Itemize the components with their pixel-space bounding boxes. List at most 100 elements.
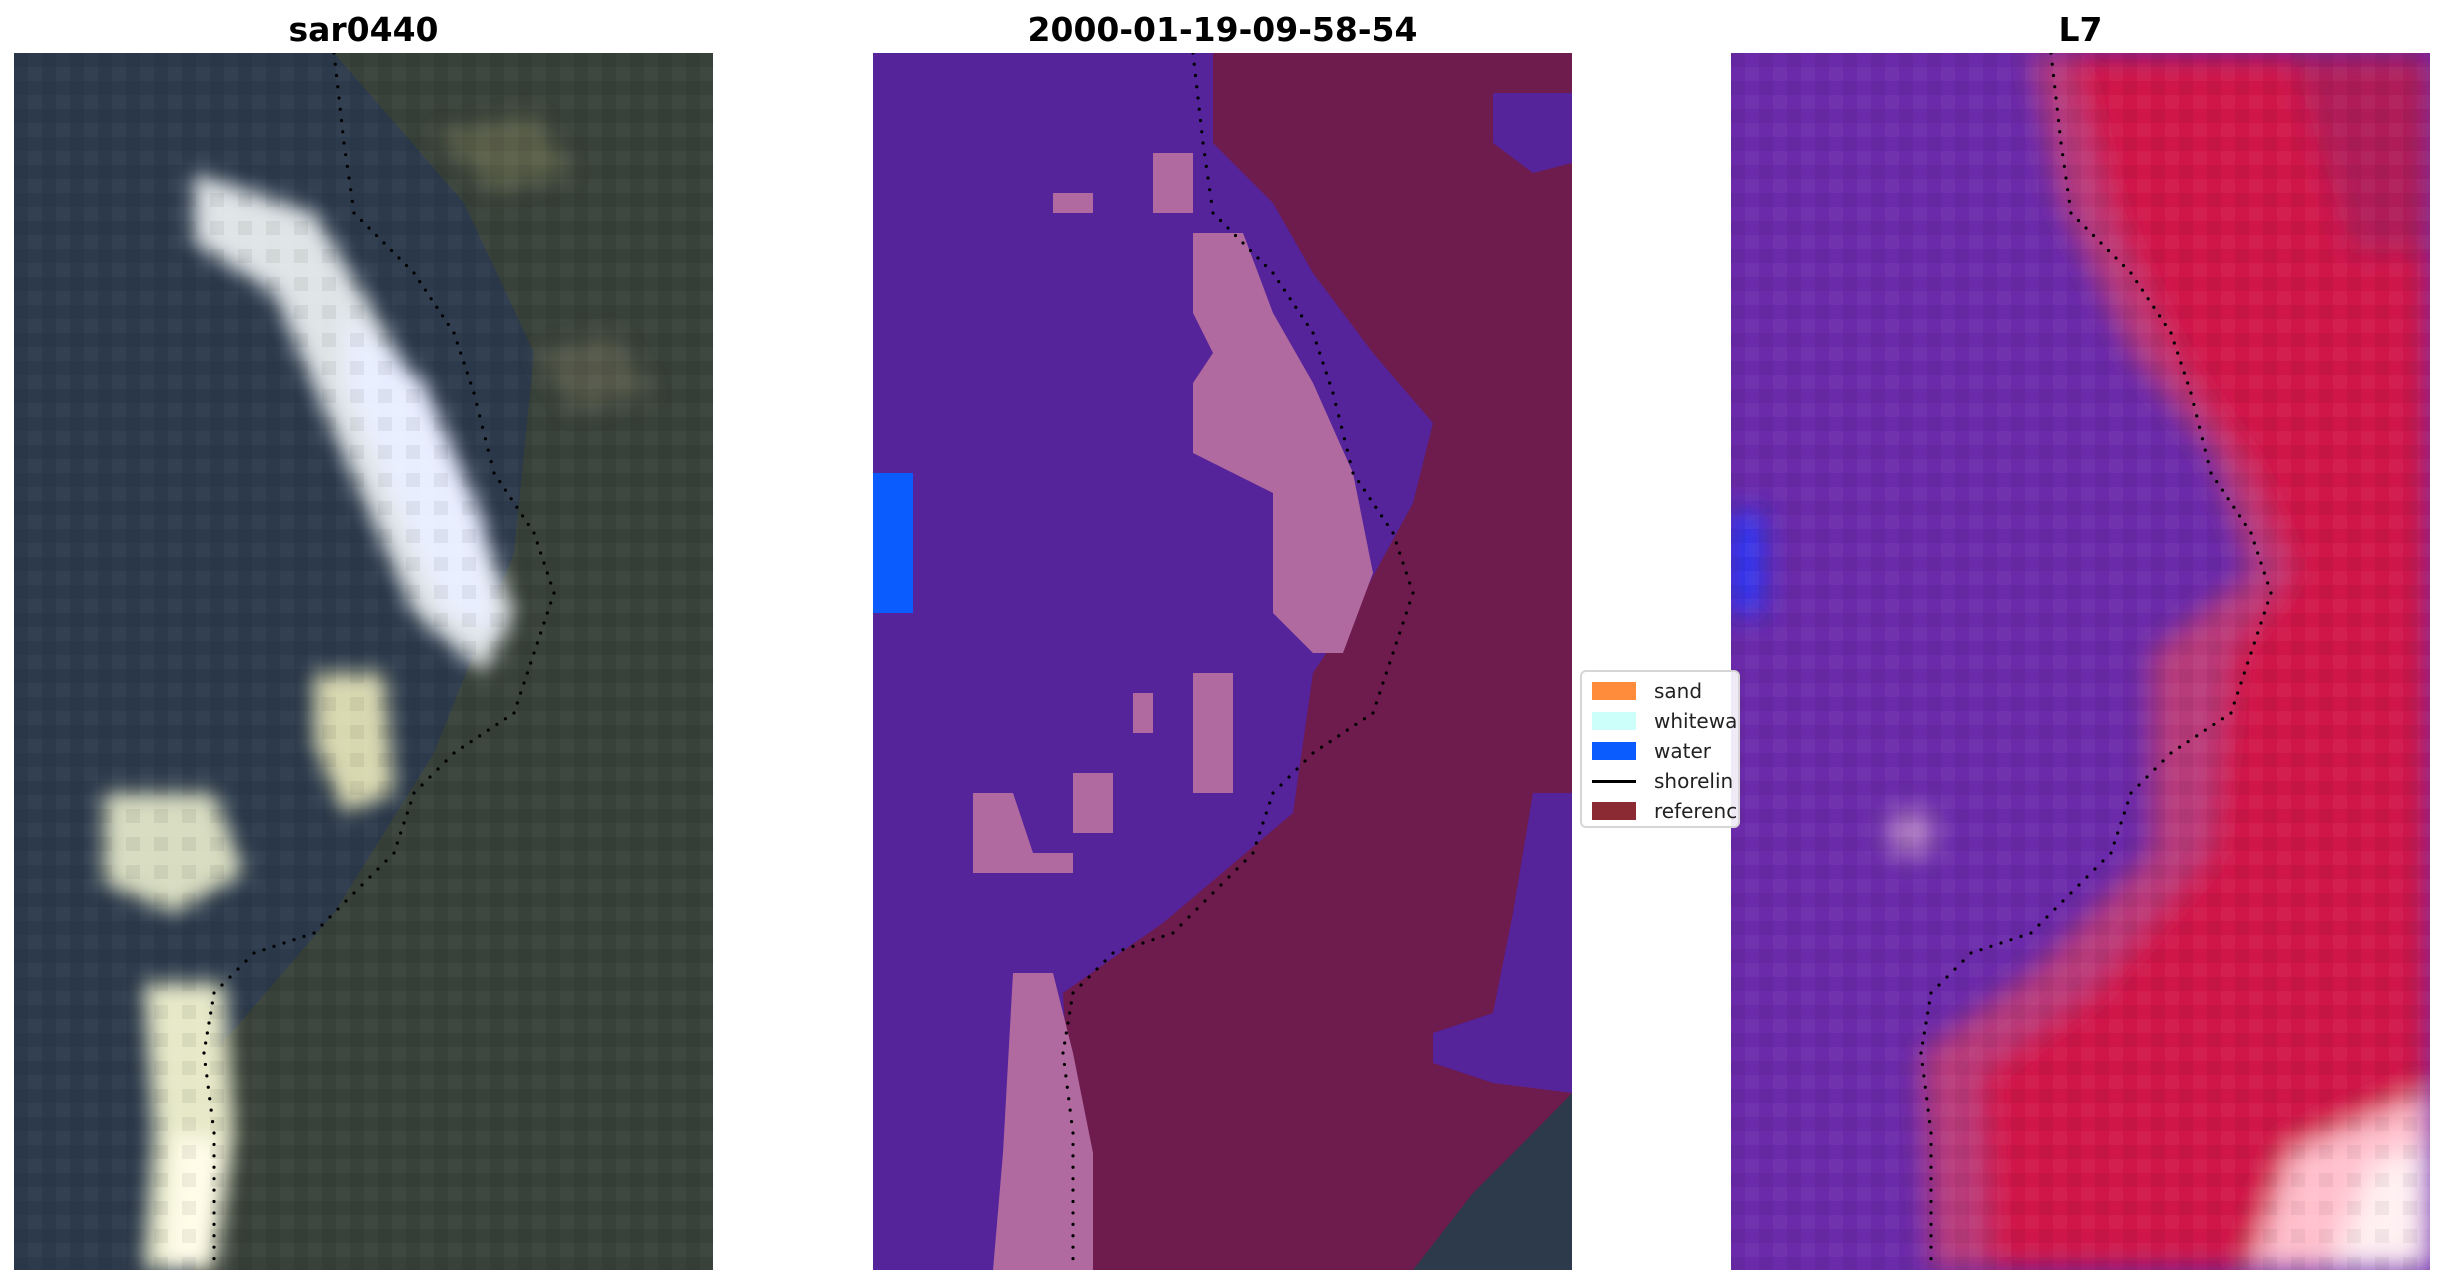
shoreline-dot [539, 631, 543, 635]
shoreline-dot [212, 1256, 216, 1261]
shoreline-dot [203, 1062, 208, 1067]
shoreline-dot [2058, 130, 2062, 134]
shoreline-dot [1066, 1021, 1070, 1025]
shoreline-dot [478, 734, 482, 738]
shoreline-dot [332, 53, 336, 55]
shoreline-dot [342, 141, 346, 145]
legend-label: sand [1654, 679, 1703, 703]
shoreline-dot [1404, 611, 1408, 615]
shoreline-dot [1271, 271, 1275, 275]
shoreline-dot [1071, 1222, 1075, 1226]
legend-label: whitewa [1654, 709, 1738, 733]
shoreline-dot [1251, 851, 1255, 855]
shoreline-dot [1342, 437, 1347, 441]
shoreline-dot [532, 651, 536, 655]
shoreline-dot [1095, 967, 1099, 971]
shoreline-dot [526, 522, 530, 527]
shoreline-dot [2053, 907, 2057, 911]
shoreline-dot [1171, 931, 1175, 935]
shoreline-dot [1345, 448, 1349, 452]
shoreline-dot [520, 514, 525, 518]
shoreline-dot [207, 1021, 211, 1025]
shoreline-dot [2146, 297, 2150, 301]
shoreline-dot [2186, 739, 2190, 744]
shoreline-dot [1328, 381, 1332, 385]
shoreline-dot [1061, 1051, 1065, 1055]
shoreline-dot [1203, 899, 1207, 903]
shoreline-dot [2119, 821, 2123, 825]
shoreline-dot [1233, 233, 1238, 238]
shoreline-dot [1929, 1211, 1933, 1215]
shoreline-dot [2029, 931, 2033, 935]
shoreline-dot [336, 85, 340, 89]
shoreline-dot [2135, 279, 2139, 284]
shoreline-dot [483, 437, 488, 441]
legend-item-reference: referenc [1592, 796, 1737, 826]
shoreline-dot [1068, 1011, 1072, 1015]
shoreline-dot [337, 96, 341, 100]
shoreline-dot [519, 691, 523, 695]
shoreline-dot [552, 591, 556, 595]
shoreline-dot [1071, 1177, 1075, 1181]
shoreline-dot [1927, 1119, 1932, 1124]
shoreline-dot [2266, 581, 2270, 585]
shoreline-dot [2077, 883, 2081, 887]
shoreline-dot [2067, 199, 2071, 203]
shoreline-dot [1321, 361, 1325, 365]
shoreline-dot [1227, 875, 1231, 879]
shoreline-dot [1071, 1142, 1075, 1147]
shoreline-dot [1374, 701, 1378, 705]
shoreline-dot [1151, 938, 1155, 942]
shoreline-dot [1337, 734, 1341, 738]
shoreline-dot [1303, 759, 1307, 763]
shoreline-dot [409, 801, 413, 805]
shoreline-dot [1929, 1165, 1933, 1169]
shoreline-dot [402, 821, 406, 825]
shoreline-dot [2152, 305, 2156, 309]
shoreline-dot [1927, 1001, 1931, 1005]
shoreline-dot [1408, 601, 1412, 605]
shoreline-dot [2236, 691, 2240, 695]
legend-item-sand: sand [1592, 676, 1702, 706]
shoreline-dot [374, 233, 379, 238]
shoreline-dot [1208, 188, 1212, 192]
shoreline-dot [1197, 107, 1201, 111]
shoreline-dot [2099, 241, 2103, 245]
shoreline-dot [2093, 867, 2097, 871]
shoreline-dot [529, 661, 533, 665]
shoreline-dot [212, 1142, 216, 1147]
shoreline-dot [492, 471, 496, 475]
shoreline-dot [1929, 1256, 1933, 1261]
legend-label: referenc [1654, 799, 1738, 823]
shoreline-dot [503, 488, 508, 492]
shoreline-dot [1351, 471, 1355, 475]
shoreline-dot [515, 701, 519, 705]
shoreline-dot [1063, 1041, 1067, 1045]
shoreline-dot [212, 1188, 216, 1192]
shoreline-dot [478, 414, 482, 418]
shoreline-dot [539, 551, 543, 555]
shoreline-dot [1385, 522, 1389, 527]
shoreline-dot [2232, 701, 2236, 705]
shoreline-dot [1929, 1234, 1933, 1238]
legend-label: water [1654, 739, 1711, 763]
shoreline-dot [1201, 141, 1205, 145]
shoreline-dot [1408, 581, 1412, 585]
shoreline-dot [1311, 331, 1315, 335]
shoreline-dot [2197, 425, 2202, 429]
shoreline-dot [549, 601, 553, 605]
classified-image [873, 53, 1572, 1270]
shoreline-dot [2215, 479, 2219, 484]
shoreline-dot [1394, 641, 1398, 645]
shoreline-dot [1279, 783, 1283, 787]
shoreline-dot [210, 1119, 215, 1124]
shoreline-dot [1401, 561, 1405, 565]
shoreline-dot [209, 1011, 213, 1015]
shoreline-dot [2256, 551, 2260, 555]
shoreline-dot [1305, 322, 1309, 327]
shoreline-dot [1379, 514, 1384, 518]
shoreline-dot [236, 967, 240, 971]
shoreline-dot [2232, 505, 2236, 509]
shoreline-dot [2126, 801, 2130, 805]
shoreline-dot [2116, 831, 2120, 835]
